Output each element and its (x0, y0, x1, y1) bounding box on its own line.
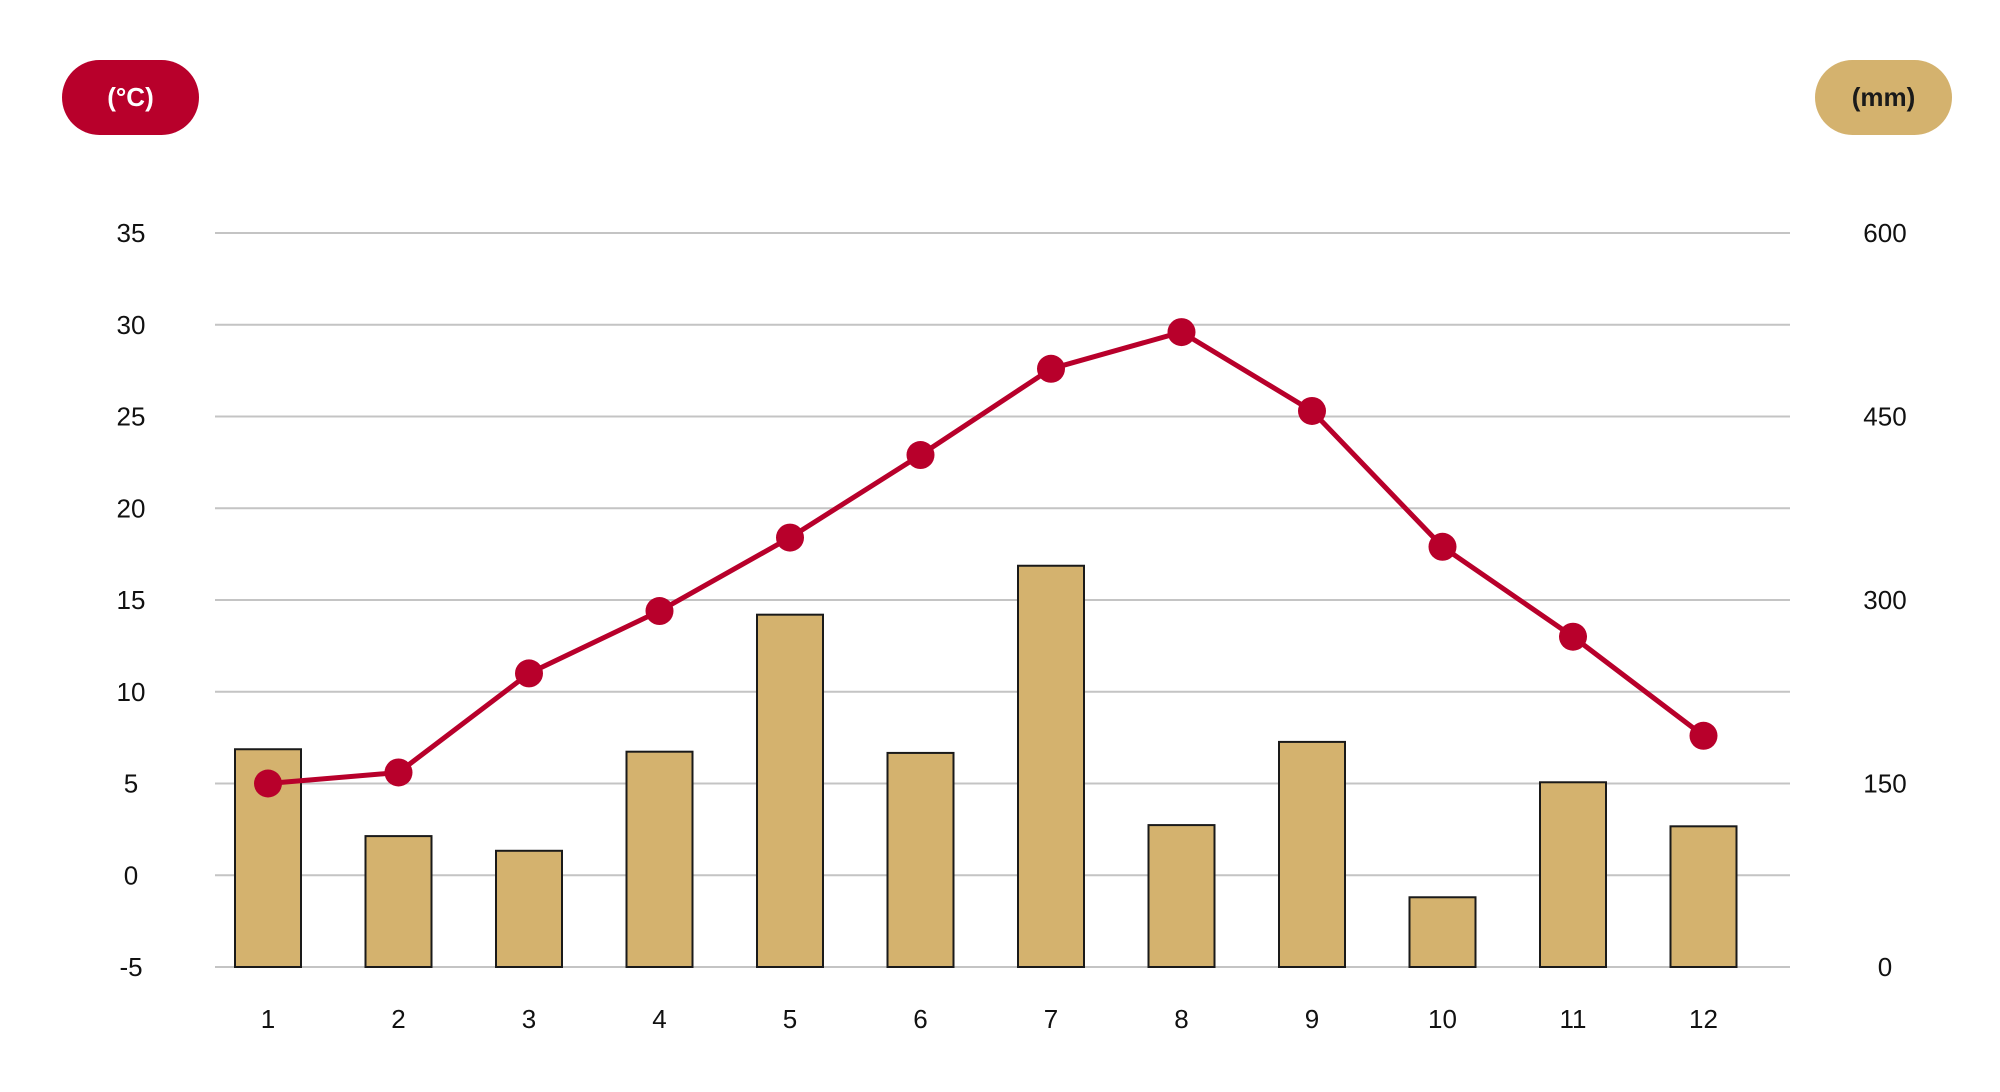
x-tick-label: 1 (261, 1004, 275, 1034)
left-tick-label: 5 (124, 769, 138, 799)
right-tick-label: 300 (1863, 585, 1906, 615)
x-tick-label: 2 (391, 1004, 405, 1034)
precipitation-bar (364, 835, 433, 968)
precipitation-bar (1147, 824, 1216, 968)
precipitation-unit-badge: (mm) (1815, 60, 1952, 135)
precipitation-bar (234, 748, 302, 968)
right-axis-ticks: 600 450 300 150 0 (1863, 218, 1906, 982)
precipitation-bar (756, 613, 824, 968)
temperature-point (254, 769, 282, 798)
left-tick-label: 35 (117, 218, 146, 248)
precipitation-bar (1408, 896, 1477, 969)
left-tick-label: 0 (124, 860, 138, 890)
temperature-point (515, 659, 543, 688)
right-tick-label: 0 (1878, 952, 1892, 982)
temperature-point (1689, 721, 1718, 750)
temperature-unit-badge: (°C) (62, 60, 199, 135)
left-axis-ticks: 35 30 25 20 15 10 5 0 -5 (117, 218, 146, 982)
x-tick-label: 4 (652, 1004, 666, 1034)
left-tick-label: 10 (117, 677, 146, 707)
left-tick-label: 15 (117, 585, 146, 615)
temperature-point (645, 597, 674, 626)
temperature-point (1167, 318, 1196, 347)
left-tick-label: -5 (119, 952, 142, 982)
temperature-series-line (267, 329, 1706, 786)
x-tick-label: 6 (913, 1004, 927, 1034)
x-tick-label: 3 (522, 1004, 536, 1034)
temperature-point (1037, 354, 1065, 383)
x-tick-label: 5 (783, 1004, 797, 1034)
right-tick-label: 450 (1863, 402, 1906, 432)
precipitation-bar (625, 750, 694, 969)
grid-lines (215, 232, 1790, 968)
x-tick-label: 10 (1428, 1004, 1457, 1034)
x-tick-label: 11 (1560, 1004, 1587, 1034)
precipitation-bar (1017, 564, 1085, 968)
x-axis-ticks: 1 2 3 4 5 6 7 8 9 10 11 12 (261, 1004, 1718, 1034)
x-tick-label: 7 (1044, 1004, 1058, 1034)
precipitation-bar (1278, 740, 1346, 969)
temperature-line (267, 329, 1706, 786)
temperature-point (1428, 532, 1457, 561)
precipitation-bar (886, 751, 955, 969)
precipitation-bar (1539, 781, 1607, 968)
x-tick-label: 9 (1305, 1004, 1319, 1034)
temperature-points (254, 318, 1718, 798)
precipitation-bars (234, 564, 1738, 969)
right-tick-label: 600 (1863, 218, 1906, 248)
temperature-point (906, 441, 935, 470)
precipitation-bar (1669, 825, 1738, 968)
temperature-point (776, 523, 804, 552)
precipitation-bar (495, 849, 563, 968)
temperature-point (384, 758, 413, 787)
right-tick-label: 150 (1863, 769, 1906, 799)
left-tick-label: 30 (117, 310, 146, 340)
temperature-point (1298, 396, 1326, 425)
x-tick-label: 12 (1689, 1004, 1718, 1034)
x-tick-label: 8 (1174, 1004, 1188, 1034)
temperature-point (1559, 622, 1587, 651)
left-tick-label: 20 (117, 493, 146, 523)
left-tick-label: 25 (117, 402, 146, 432)
